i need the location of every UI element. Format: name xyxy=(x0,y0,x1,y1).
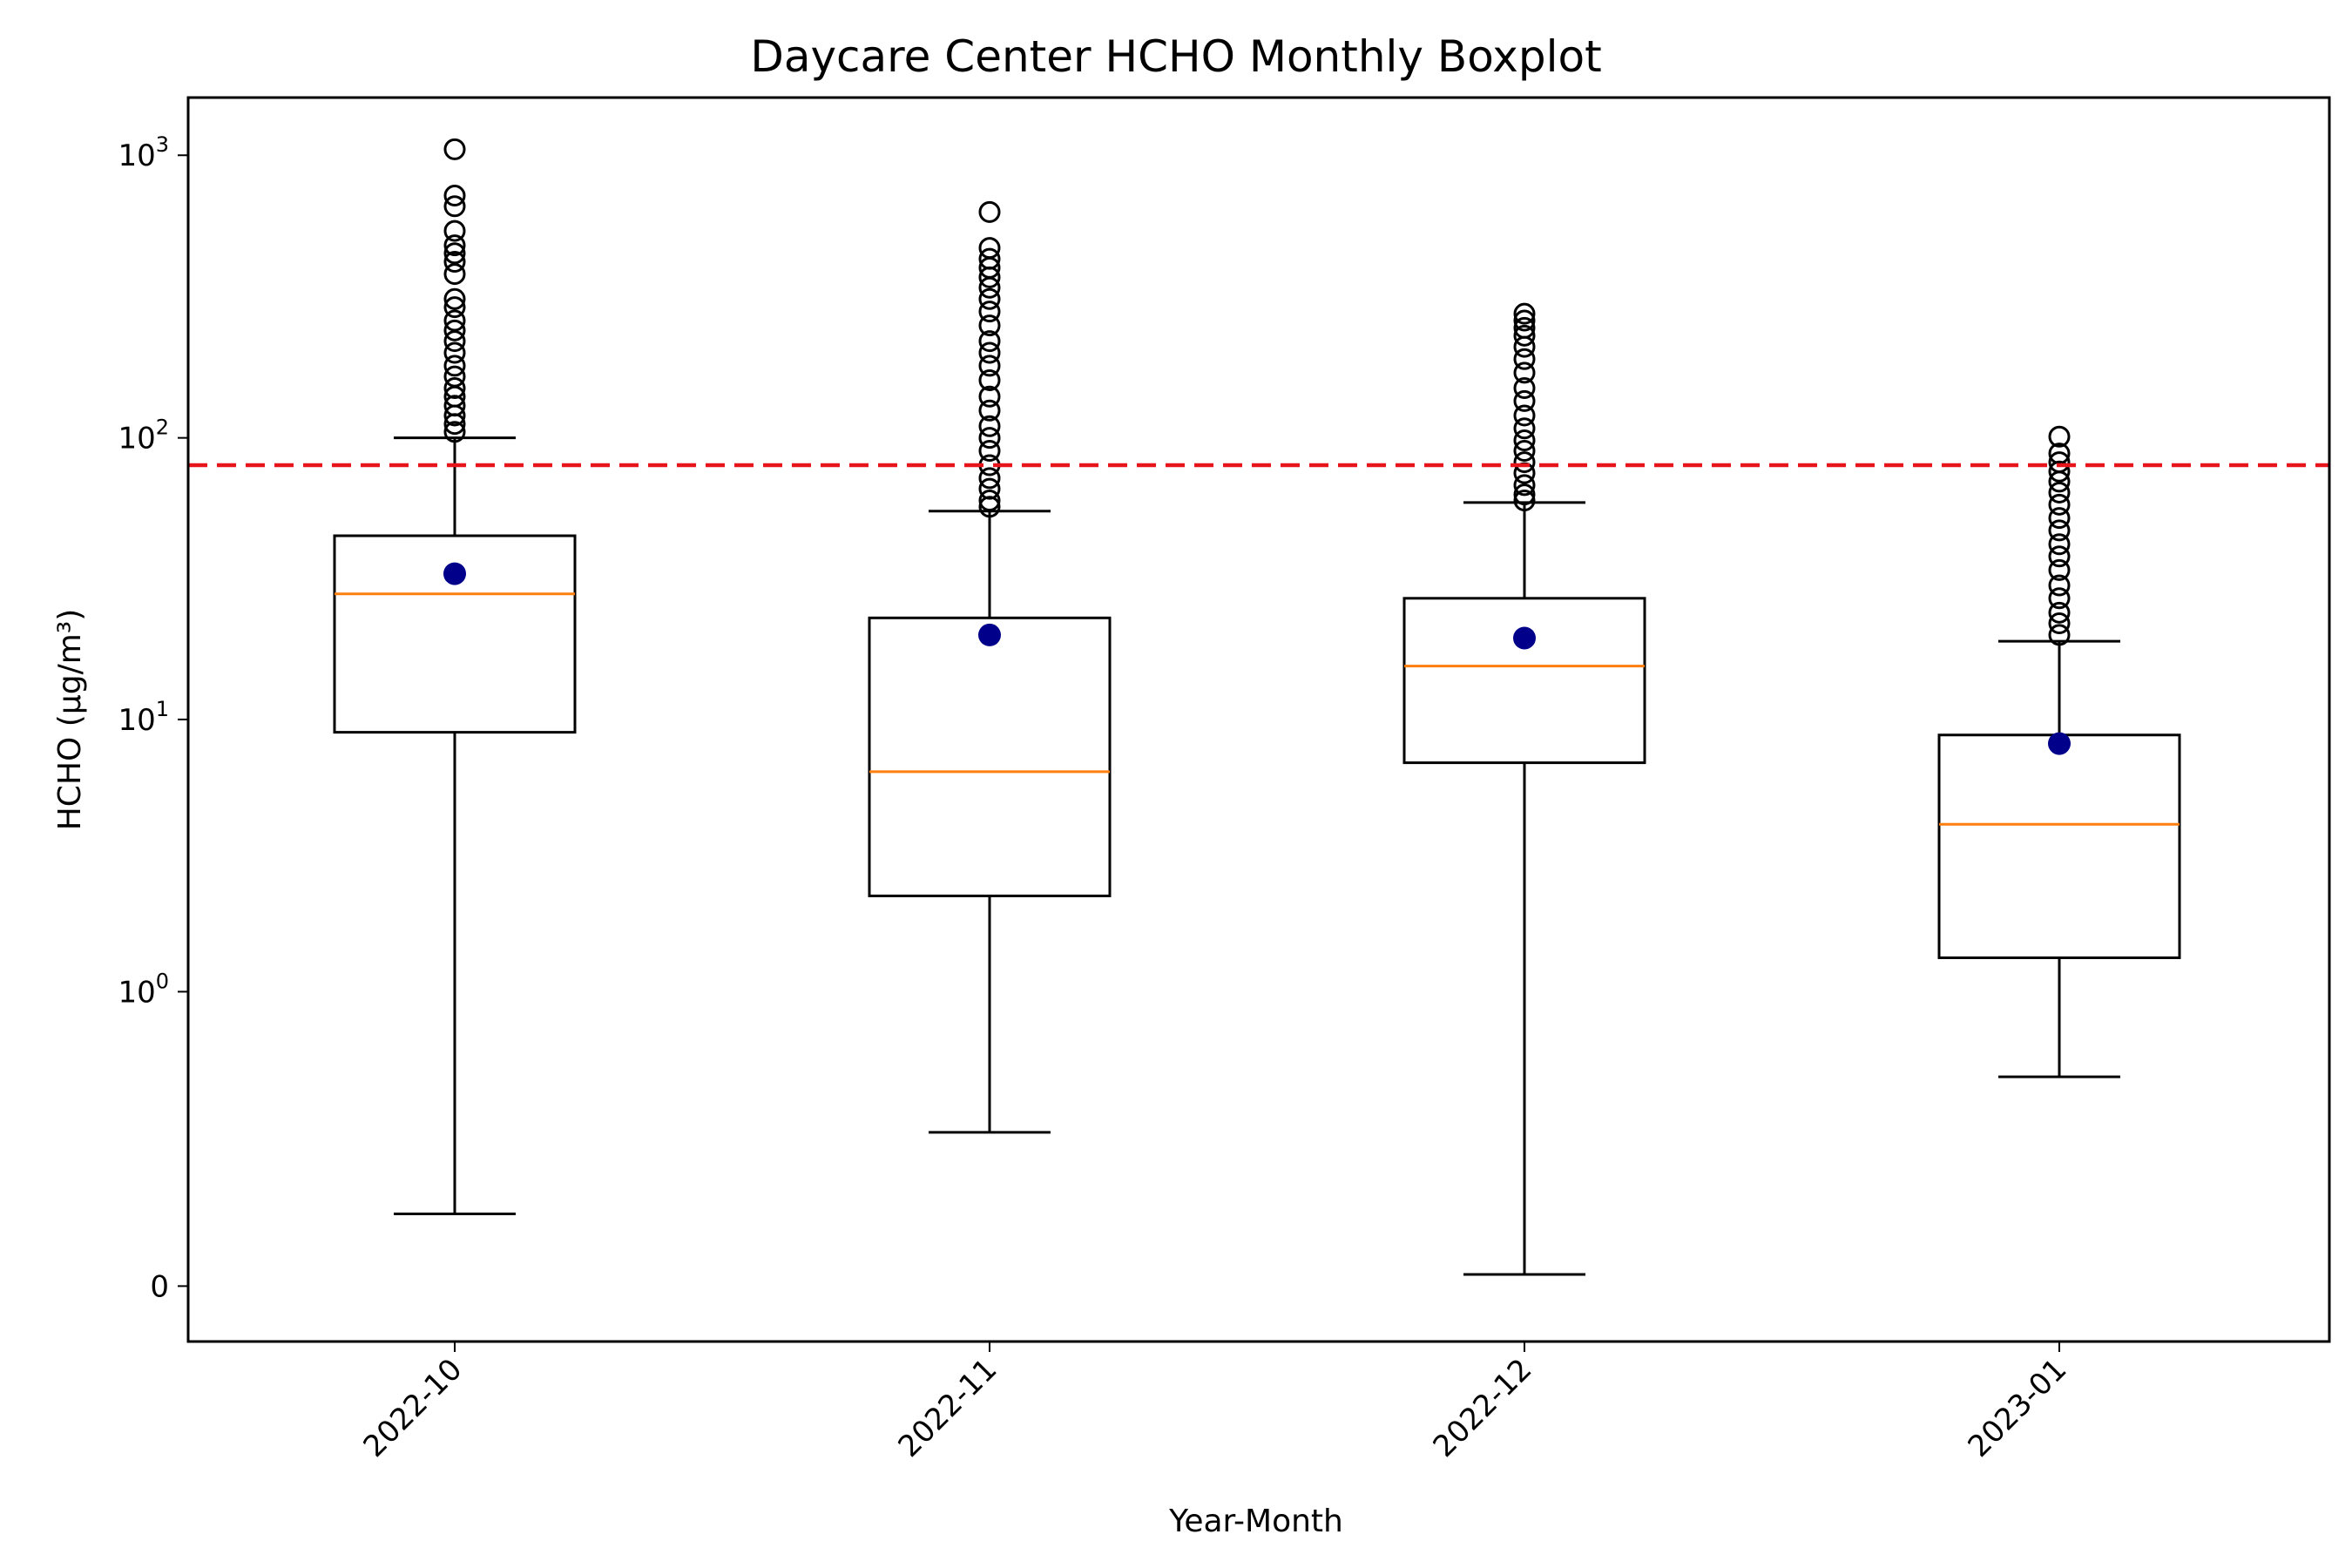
outlier-point xyxy=(1513,451,1536,474)
outlier-point xyxy=(443,421,466,443)
outlier-point xyxy=(1513,483,1536,506)
outlier-point xyxy=(443,330,466,353)
outlier-point xyxy=(2048,624,2071,646)
outlier-point xyxy=(1513,377,1536,400)
outlier-point xyxy=(443,377,466,400)
outlier-point xyxy=(2048,519,2071,542)
outlier-point xyxy=(978,385,1001,408)
iqr-box xyxy=(1402,597,1646,765)
outlier-point xyxy=(443,341,466,364)
box-2022-11 xyxy=(868,200,1112,1134)
mean-point xyxy=(2048,732,2071,755)
outlier-point xyxy=(443,195,466,218)
outlier-point xyxy=(978,399,1001,422)
y-tick-label: 0 xyxy=(150,1269,169,1304)
outlier-point xyxy=(978,330,1001,353)
outlier-point xyxy=(443,413,466,436)
outlier-point xyxy=(2048,493,2071,516)
mean-point xyxy=(443,562,466,585)
outlier-point xyxy=(1513,302,1536,325)
outlier-point xyxy=(978,341,1001,364)
outlier-point xyxy=(443,287,466,310)
y-tick-label: 101 xyxy=(118,697,169,738)
outlier-point xyxy=(2048,507,2071,530)
outlier-point xyxy=(1513,335,1536,358)
outlier-point xyxy=(443,242,466,265)
outlier-point xyxy=(443,309,466,332)
outlier-point xyxy=(1513,439,1536,462)
outlier-point xyxy=(978,355,1001,377)
outlier-point xyxy=(2048,470,2071,493)
outlier-point xyxy=(978,427,1001,449)
outlier-point xyxy=(443,404,466,427)
outlier-point xyxy=(443,234,466,257)
outlier-point xyxy=(978,266,1001,288)
chart-title: Daycare Center HCHO Monthly Boxplot xyxy=(750,31,1601,82)
outlier-point xyxy=(443,220,466,242)
box-2023-01 xyxy=(1937,425,2181,1078)
outlier-point xyxy=(978,314,1001,337)
y-tick-label: 103 xyxy=(118,132,169,173)
outlier-point xyxy=(978,237,1001,260)
outlier-point xyxy=(1513,324,1536,347)
outlier-point xyxy=(443,296,466,319)
outlier-point xyxy=(978,467,1001,490)
outlier-point xyxy=(1513,389,1536,412)
outlier-point xyxy=(1513,348,1536,370)
outlier-point xyxy=(978,301,1001,323)
y-tick-label: 102 xyxy=(118,416,169,456)
outlier-point xyxy=(978,496,1001,518)
outlier-point xyxy=(2048,545,2071,568)
mean-point xyxy=(1513,626,1536,650)
outlier-point xyxy=(978,287,1001,310)
x-tick-label: 2022-12 xyxy=(1427,1352,1539,1464)
plot-area xyxy=(188,138,2329,1276)
box-2022-12 xyxy=(1402,302,1646,1276)
outlier-point xyxy=(1513,474,1536,497)
iqr-box xyxy=(868,616,1112,897)
mean-point xyxy=(978,623,1001,646)
box-2022-10 xyxy=(333,138,577,1216)
outlier-point xyxy=(443,185,466,207)
outlier-point xyxy=(2048,558,2071,581)
plot-frame xyxy=(186,96,2331,1343)
outlier-point xyxy=(1513,417,1536,440)
outlier-point xyxy=(2048,574,2071,597)
y-axis-label: HCHO (μg/m³) xyxy=(52,609,88,831)
outlier-point xyxy=(443,355,466,377)
outlier-point xyxy=(1513,362,1536,384)
outlier-point xyxy=(1513,429,1536,451)
outlier-point xyxy=(2048,612,2071,635)
outlier-point xyxy=(978,200,1001,223)
outlier-point xyxy=(443,263,466,286)
outlier-point xyxy=(2048,587,2071,610)
outlier-point xyxy=(2048,481,2071,504)
outlier-point xyxy=(443,250,466,273)
outlier-point xyxy=(2048,425,2071,448)
outlier-point xyxy=(1513,490,1536,512)
x-tick-label: 2022-11 xyxy=(892,1352,1004,1464)
y-tick-label: 100 xyxy=(118,969,169,1010)
outlier-point xyxy=(1513,309,1536,332)
x-axis-label: Year-Month xyxy=(1168,1504,1343,1539)
outlier-point xyxy=(978,439,1001,462)
outlier-point xyxy=(978,276,1001,299)
iqr-box xyxy=(333,534,577,734)
x-tick-label: 2022-10 xyxy=(357,1352,470,1464)
outlier-point xyxy=(978,490,1001,512)
outlier-point xyxy=(978,415,1001,437)
outlier-point xyxy=(443,319,466,341)
outlier-point xyxy=(2048,460,2071,483)
outlier-point xyxy=(2048,533,2071,556)
outlier-point xyxy=(443,138,466,160)
outlier-point xyxy=(1513,404,1536,427)
outlier-point xyxy=(978,368,1001,391)
x-tick-label: 2023-01 xyxy=(1962,1352,2074,1464)
outlier-point xyxy=(2048,601,2071,624)
iqr-box xyxy=(1937,733,2181,959)
